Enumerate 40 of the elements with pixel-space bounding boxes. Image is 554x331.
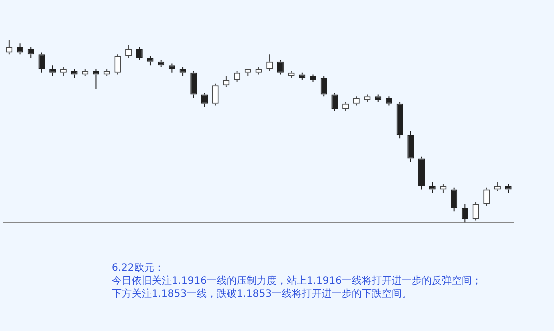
candlestick [266,54,274,72]
candlestick [494,182,501,192]
candlestick [28,46,34,59]
candlestick [277,60,284,76]
candlestick [396,102,404,140]
candlestick [60,66,67,78]
candlestick [17,43,24,56]
text: 今日依旧关注1.1916一线的压制力度，站上1.1916一线将打开进一步的反弹空间； [112,275,482,288]
candlestick [505,184,512,194]
candlestick [451,187,458,212]
candlestick [342,102,350,112]
candlestick [6,40,13,56]
candlestick [180,66,186,78]
candlestick [462,204,468,224]
candlestick [408,130,414,163]
text: 6.22欧元： [112,262,166,275]
candlestick [418,156,426,190]
candlestick [82,68,89,78]
candlestick [332,92,338,112]
candlestick [310,74,317,82]
candlestick [429,182,436,194]
candlestick [114,54,122,76]
candlestick [147,56,154,66]
candlestick [288,70,295,79]
candlestick [223,76,230,88]
candlestick [353,96,360,106]
candlestick [472,202,480,222]
candlestick [440,184,447,194]
candlestick [50,65,56,78]
candlestick [190,70,198,99]
candlestick [168,63,176,74]
candlestick [104,68,110,78]
candlestick [320,76,328,98]
candlestick [158,60,165,68]
candlestick [386,96,392,106]
candlestick [71,68,78,79]
candlestick [38,52,46,74]
candlestick [244,69,252,78]
candlestick [92,68,100,90]
text: 下方关注1.1853一线，跌破1.1853一线将打开进一步的下跌空间。 [112,288,413,301]
